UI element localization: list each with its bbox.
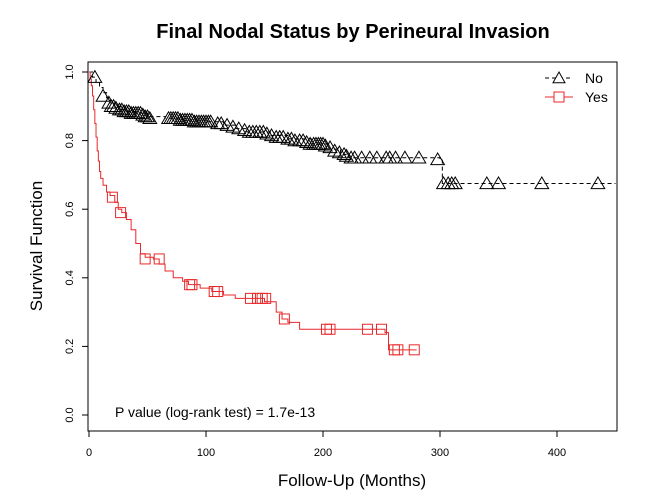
legend-marker-yes <box>553 91 565 103</box>
curve-no <box>89 71 616 184</box>
censor-mark-no <box>95 88 111 102</box>
chart-title: Final Nodal Status by Perineural Invasio… <box>156 21 549 43</box>
censor-mark-no <box>114 102 130 116</box>
x-tick-label: 400 <box>548 447 566 459</box>
censor-mark-yes <box>212 286 224 298</box>
y-axis: 0.0 0.2 0.4 0.6 0.8 1.0 <box>64 64 88 423</box>
censor-mark-yes <box>278 313 290 325</box>
censor-mark-yes <box>361 323 373 335</box>
censor-mark-no <box>263 127 280 142</box>
x-tick-label: 100 <box>197 447 215 459</box>
y-tick-label: 0.6 <box>64 202 76 217</box>
censor-mark-no <box>369 150 385 164</box>
censor-mark-no <box>283 131 300 145</box>
censor-mark-no <box>387 150 404 164</box>
censor-mark-no <box>590 175 606 190</box>
censor-mark-no <box>105 98 122 112</box>
y-tick-label: 1.0 <box>64 64 76 79</box>
plot-frame <box>87 61 618 432</box>
censor-mark-yes <box>324 323 336 335</box>
censor-mark-no <box>534 175 550 190</box>
x-axis: 0 100 200 300 400 <box>86 431 566 459</box>
y-tick-label: 0.0 <box>64 407 76 422</box>
censor-mark-no <box>255 124 272 138</box>
censor-mark-no <box>160 110 177 125</box>
censor-mark-no <box>317 138 334 152</box>
censor-mark-no <box>490 175 507 190</box>
censor-mark-yes <box>408 344 420 356</box>
censor-mark-no <box>397 150 413 164</box>
censor-mark-yes <box>186 279 198 291</box>
censor-mark-no <box>315 136 331 150</box>
p-value-annotation: P value (log-rank test) = 1.7e-13 <box>115 404 315 420</box>
censor-mark-no <box>236 122 253 137</box>
x-tick-label: 300 <box>431 447 449 459</box>
censor-mark-yes <box>260 292 272 304</box>
curve-yes <box>89 71 417 351</box>
censor-mark-yes <box>244 292 256 304</box>
censor-mark-no <box>411 150 427 164</box>
censor-mark-no <box>338 148 355 162</box>
y-tick-label: 0.8 <box>64 133 76 148</box>
legend-marker-no <box>552 70 566 84</box>
y-tick-label: 0.2 <box>64 339 76 354</box>
censor-mark-no <box>121 103 137 118</box>
censor-mark-no <box>295 133 311 147</box>
censor-mark-yes <box>376 323 387 335</box>
censor-mark-no <box>198 114 214 128</box>
censor-mark-no <box>331 145 348 159</box>
legend-label-no: No <box>585 70 603 86</box>
censor-mark-no <box>170 110 186 125</box>
censor-mark-no <box>353 150 370 164</box>
y-tick-label: 0.4 <box>64 270 76 285</box>
censor-mark-no <box>139 109 156 123</box>
x-axis-label: Follow-Up (Months) <box>278 471 426 490</box>
censor-mark-no <box>336 146 352 161</box>
censor-mark-no <box>429 151 446 166</box>
censor-marks <box>87 69 606 356</box>
censor-mark-yes <box>139 253 151 265</box>
censor-mark-yes <box>106 191 118 203</box>
censor-mark-no <box>479 175 495 190</box>
censor-mark-no <box>184 112 200 126</box>
censor-mark-yes <box>115 207 127 219</box>
censor-mark-no <box>259 126 275 140</box>
censor-mark-no <box>202 114 219 128</box>
y-axis-label: Survival Function <box>27 181 46 311</box>
censor-mark-yes <box>392 344 404 356</box>
censor-mark-no <box>447 175 463 190</box>
x-tick-label: 0 <box>86 447 92 459</box>
censor-mark-no <box>87 69 103 83</box>
censor-mark-no <box>298 134 315 149</box>
censor-mark-no <box>135 107 151 121</box>
x-tick-label: 200 <box>314 447 332 459</box>
legend: No Yes <box>545 70 608 105</box>
censor-mark-no <box>275 129 291 143</box>
censor-mark-no <box>327 143 343 157</box>
censor-mark-no <box>142 110 158 125</box>
legend-label-yes: Yes <box>585 89 608 105</box>
censor-mark-yes <box>153 253 165 265</box>
